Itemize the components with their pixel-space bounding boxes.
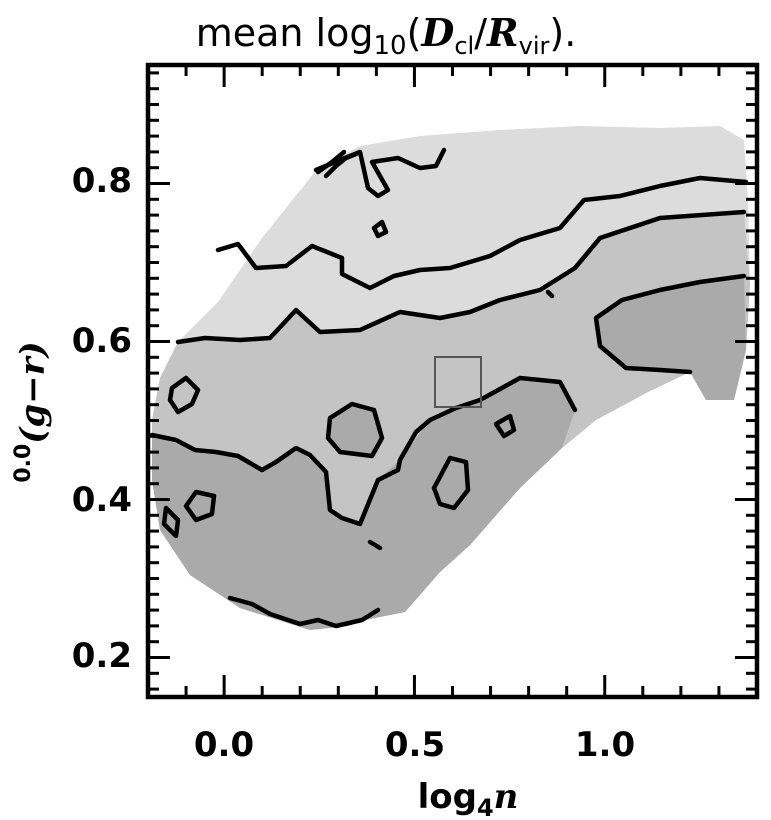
region-dark <box>152 378 575 630</box>
contour-line-lower <box>149 375 578 527</box>
contour-line-dot-2 <box>367 289 555 551</box>
contour-line-right-blob <box>593 273 747 375</box>
highlight-box <box>434 356 482 408</box>
contour-line-mid-blob <box>325 401 385 459</box>
contour-line-left-loop <box>167 375 201 415</box>
region-dark-right <box>596 276 746 400</box>
contour-line-top-notch <box>315 149 359 179</box>
y-axis-label: 0.0(g−r) <box>11 341 53 482</box>
contour-line-dot <box>371 219 389 239</box>
contour-line-upper <box>215 175 749 291</box>
y-tick-label-0: 0.2 <box>72 636 132 676</box>
axis-ticks <box>146 65 757 697</box>
x-tick-label-2: 1.0 <box>575 725 635 765</box>
contour-line-lower-left <box>161 489 217 539</box>
contour-lines <box>149 147 749 629</box>
y-tick-label-2: 0.6 <box>72 321 132 361</box>
contour-line-small-loop <box>431 455 471 511</box>
contour-line-middle <box>175 209 747 345</box>
chart-title: mean log10(Dcl/Rvir). <box>196 10 577 61</box>
x-axis-label: log4n <box>418 777 519 820</box>
x-tick-label-0: 0.0 <box>194 725 254 765</box>
x-tick-label-1: 0.5 <box>385 725 445 765</box>
region-dark-mid <box>328 404 382 456</box>
y-tick-label-3: 0.8 <box>72 161 132 201</box>
x-tick-labels: 0.0 0.5 1.0 <box>194 725 635 765</box>
contour-fills <box>152 126 750 630</box>
y-tick-label-1: 0.4 <box>72 480 132 520</box>
contour-line-bottom-loop <box>227 595 381 629</box>
y-tick-labels: 0.2 0.4 0.6 0.8 <box>72 161 132 676</box>
contour-line-right-tick <box>493 413 517 439</box>
